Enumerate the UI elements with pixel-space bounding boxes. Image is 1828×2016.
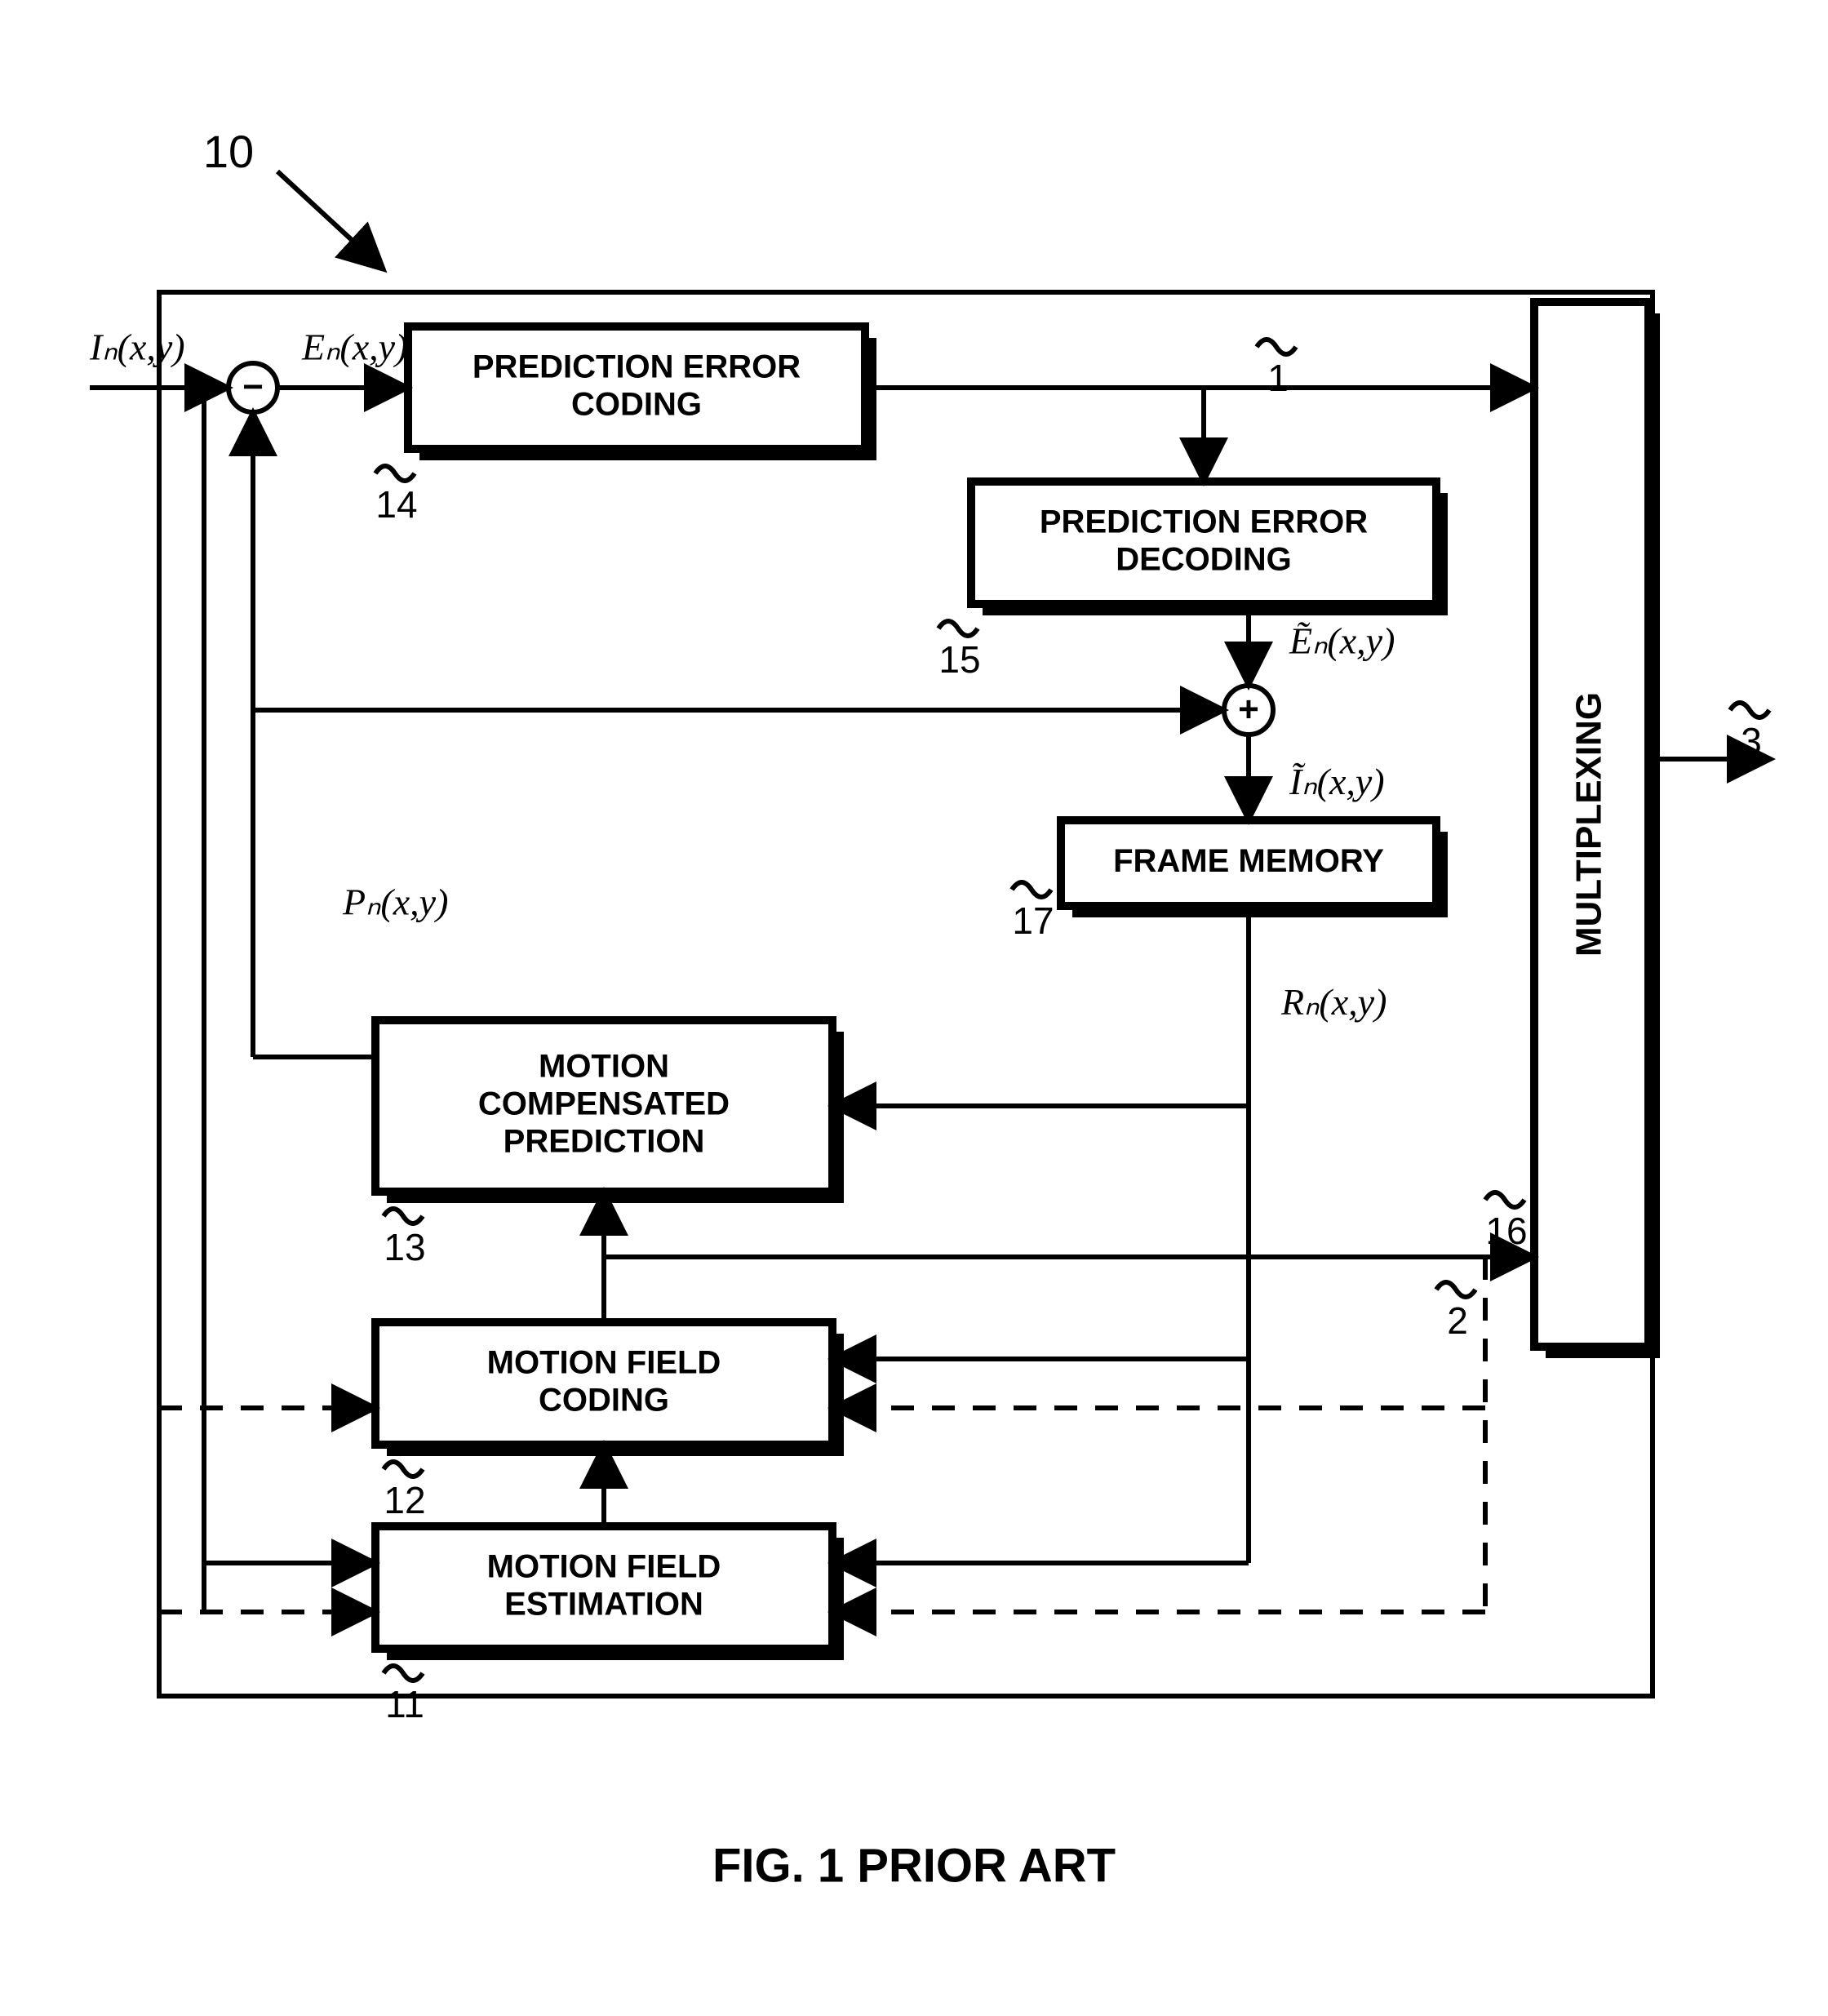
label-rn: Rₙ(x,y) — [1280, 981, 1387, 1023]
ref-1: 1 — [1267, 357, 1289, 399]
multiplexing-label: MULTIPLEXING — [1569, 692, 1609, 957]
ref-17: 17 — [1012, 899, 1054, 942]
svg-text:CODING: CODING — [571, 387, 702, 423]
ref-15: 15 — [938, 638, 980, 681]
svg-text:−: − — [242, 367, 264, 407]
svg-text:FRAME MEMORY: FRAME MEMORY — [1113, 843, 1384, 879]
ref-17-squiggle — [1012, 882, 1051, 897]
ref-14-squiggle — [375, 466, 415, 481]
ref-13-squiggle — [384, 1209, 423, 1223]
svg-text:PREDICTION: PREDICTION — [504, 1124, 705, 1160]
label-pn: Pₙ(x,y) — [342, 881, 448, 923]
ref-12: 12 — [384, 1479, 425, 1521]
label-err: Eₙ(x,y) — [301, 326, 407, 368]
ref-13: 13 — [384, 1226, 425, 1268]
svg-text:PREDICTION ERROR: PREDICTION ERROR — [473, 349, 801, 385]
ref-16-squiggle — [1485, 1192, 1524, 1207]
svg-text:ESTIMATION: ESTIMATION — [504, 1587, 703, 1623]
ref-3-squiggle — [1730, 703, 1769, 717]
ref-11-squiggle — [384, 1666, 423, 1681]
label-ih: Ĩₙ(x,y) — [1289, 761, 1385, 802]
label-eh: Ẽₙ(x,y) — [1289, 620, 1395, 662]
svg-text:MOTION FIELD: MOTION FIELD — [487, 1345, 721, 1381]
svg-text:DECODING: DECODING — [1116, 542, 1292, 578]
pointer-10 — [277, 171, 384, 269]
ref-2: 2 — [1447, 1299, 1468, 1342]
ref-1-squiggle — [1257, 340, 1296, 354]
ref-12-squiggle — [384, 1462, 423, 1476]
svg-text:+: + — [1238, 690, 1259, 730]
label-10: 10 — [203, 126, 254, 177]
ref-3: 3 — [1741, 720, 1762, 762]
svg-text:MOTION FIELD: MOTION FIELD — [487, 1549, 721, 1585]
svg-text:CODING: CODING — [539, 1383, 669, 1419]
label-in: Iₙ(x,y) — [89, 326, 185, 368]
ref-2-squiggle — [1436, 1282, 1475, 1297]
ref-16: 16 — [1485, 1210, 1527, 1252]
block-diagram: PREDICTION ERRORCODINGPREDICTION ERRORDE… — [0, 0, 1828, 2016]
svg-text:COMPENSATED: COMPENSATED — [478, 1086, 730, 1122]
figure-caption: FIG. 1 PRIOR ART — [712, 1839, 1116, 1892]
svg-text:MOTION: MOTION — [539, 1049, 669, 1085]
svg-text:PREDICTION ERROR: PREDICTION ERROR — [1040, 504, 1368, 540]
ref-11: 11 — [385, 1683, 424, 1725]
ref-15-squiggle — [938, 621, 978, 636]
ref-14: 14 — [375, 483, 417, 526]
